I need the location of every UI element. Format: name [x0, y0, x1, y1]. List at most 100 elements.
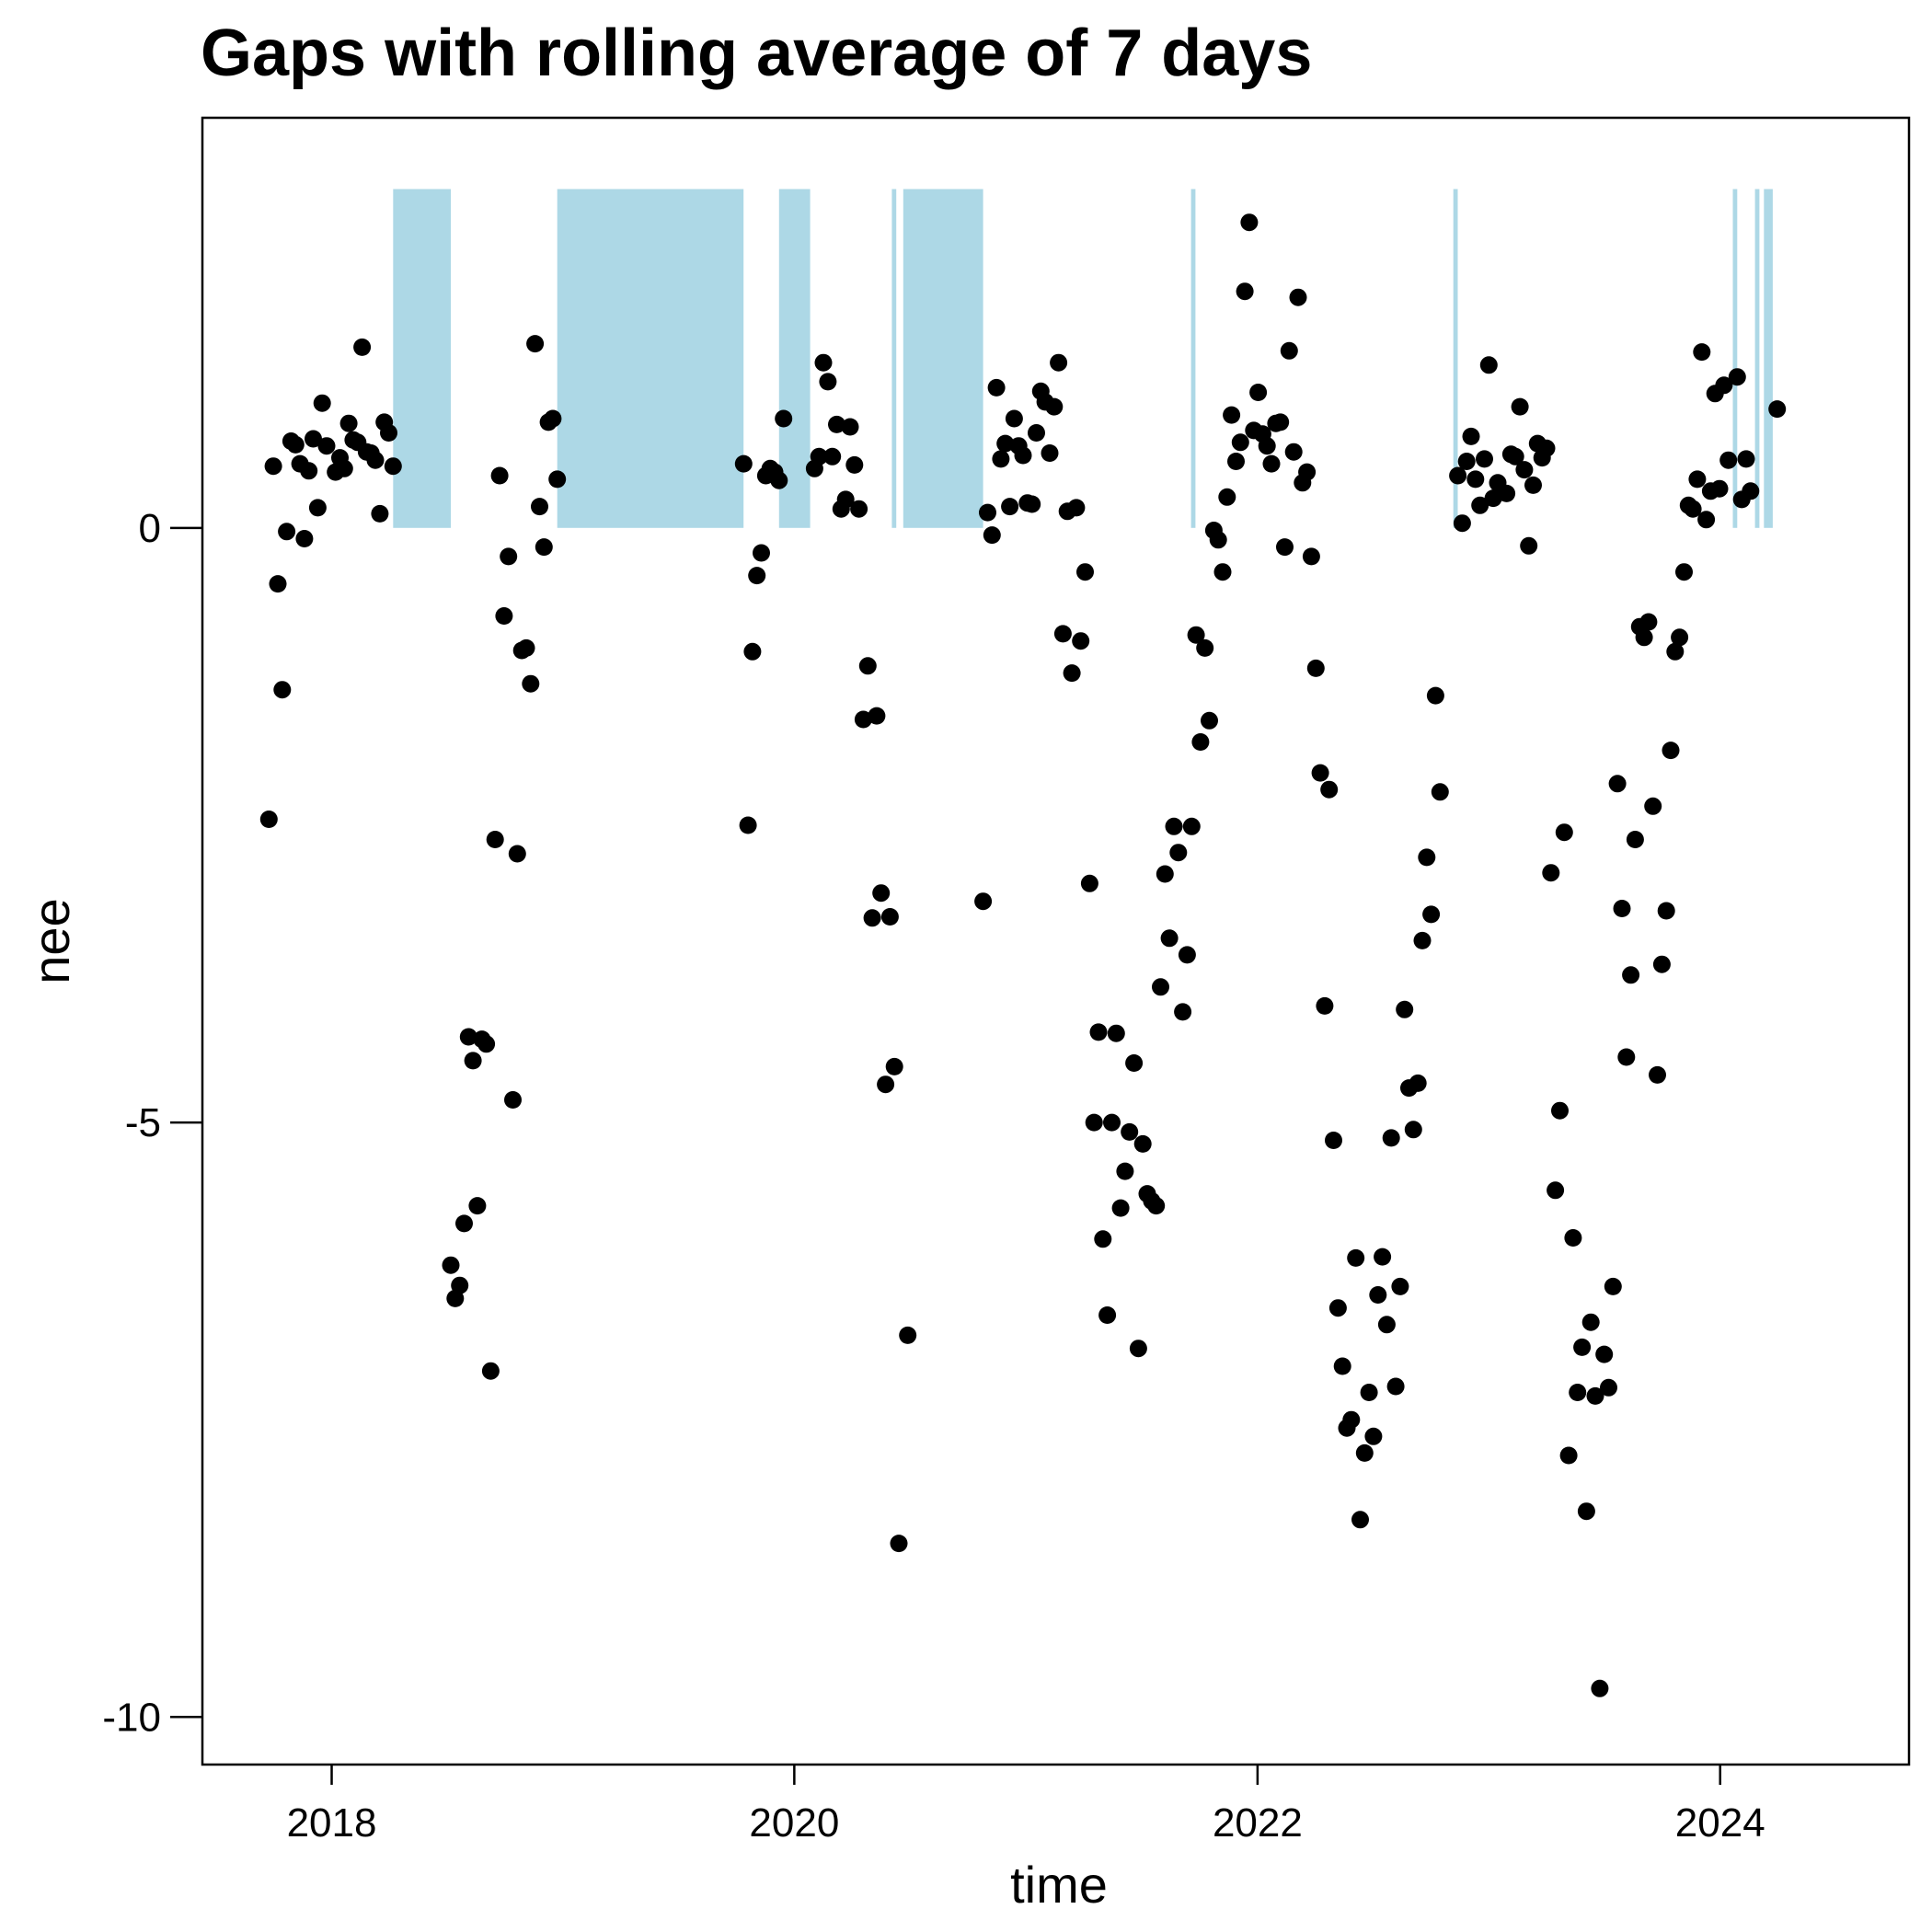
data-point [739, 816, 757, 834]
data-point [1160, 929, 1179, 948]
data-point [300, 462, 318, 480]
data-point [371, 504, 389, 523]
data-point [1688, 470, 1707, 489]
data-point [486, 831, 504, 848]
data-point [1382, 1129, 1400, 1147]
data-point [1050, 353, 1068, 372]
y-axis: 0 -5 -10 [102, 506, 202, 1740]
data-point [1555, 823, 1573, 842]
data-point [1249, 384, 1268, 401]
data-point [468, 1197, 487, 1215]
data-point [1418, 848, 1436, 867]
data-point [983, 526, 1001, 545]
data-point [1581, 1313, 1600, 1331]
data-point [1325, 1132, 1342, 1149]
data-point [1404, 1121, 1422, 1139]
data-point [339, 414, 358, 432]
data-point [1023, 495, 1041, 513]
data-point [1053, 625, 1072, 643]
data-point [1715, 376, 1733, 395]
data-point [1622, 966, 1640, 984]
data-point [819, 373, 837, 391]
data-point [841, 418, 859, 436]
data-point [1014, 446, 1032, 465]
data-point [1547, 1181, 1565, 1200]
data-point [1569, 1384, 1587, 1401]
x-tick-label: 2022 [1213, 1800, 1303, 1846]
data-point [1479, 356, 1498, 374]
data-point [1080, 874, 1098, 892]
data-point [1551, 1101, 1569, 1120]
data-point [1005, 409, 1023, 428]
data-point [1374, 1248, 1392, 1266]
gap-band [557, 189, 744, 528]
data-point [1652, 955, 1671, 973]
data-point [1591, 1679, 1609, 1697]
data-point [1520, 536, 1538, 555]
data-point [1041, 444, 1059, 462]
data-point [1422, 905, 1441, 924]
data-point [1169, 844, 1188, 862]
data-point [1476, 450, 1493, 468]
data-point [1111, 1199, 1130, 1217]
data-point [384, 457, 402, 476]
data-point [1316, 996, 1334, 1015]
data-point [1626, 831, 1644, 848]
data-point [1377, 1316, 1396, 1334]
gap-band [393, 189, 451, 528]
data-point [1174, 1003, 1192, 1021]
data-point [1333, 1357, 1351, 1375]
data-point [743, 642, 762, 661]
data-point [814, 353, 833, 372]
data-point [1311, 764, 1329, 782]
data-point [1165, 817, 1183, 835]
data-point [1396, 1000, 1414, 1018]
data-point [504, 1091, 522, 1109]
data-point [1511, 397, 1529, 416]
data-point [1608, 775, 1627, 793]
data-point [872, 884, 891, 903]
gap-band [1764, 189, 1773, 528]
data-point [1045, 397, 1064, 416]
data-point [451, 1276, 469, 1294]
data-point [308, 499, 327, 517]
data-point [508, 845, 526, 863]
data-point [823, 447, 842, 466]
data-point [1657, 902, 1675, 920]
data-point [775, 409, 793, 428]
data-point [1125, 1054, 1144, 1072]
data-point [1386, 1377, 1405, 1396]
data-point [1662, 742, 1680, 760]
data-point [1595, 1345, 1614, 1363]
data-point [836, 490, 855, 509]
data-point [868, 707, 886, 725]
data-point [442, 1256, 460, 1274]
data-point [1524, 476, 1542, 494]
data-point [1085, 1113, 1103, 1132]
data-point [526, 335, 545, 353]
data-point [1227, 453, 1245, 470]
data-point [1289, 288, 1307, 306]
data-point [1347, 1248, 1365, 1267]
data-point [380, 424, 397, 442]
data-point [1351, 1511, 1369, 1529]
data-point [992, 450, 1010, 468]
data-point [1737, 450, 1755, 468]
data-point [1742, 482, 1760, 500]
data-point [1213, 563, 1232, 581]
data-point [1453, 514, 1471, 533]
data-point [845, 455, 864, 474]
data-point [517, 638, 535, 657]
data-point [481, 1362, 500, 1380]
data-point [1666, 642, 1685, 661]
data-point [1262, 454, 1281, 473]
data-point [1431, 783, 1449, 801]
data-point [1649, 1065, 1666, 1084]
data-point [259, 811, 278, 828]
data-point [828, 415, 845, 433]
data-point [1223, 406, 1241, 424]
data-point [1697, 511, 1716, 529]
data-point [1094, 1230, 1112, 1248]
data-points [259, 213, 1787, 1697]
